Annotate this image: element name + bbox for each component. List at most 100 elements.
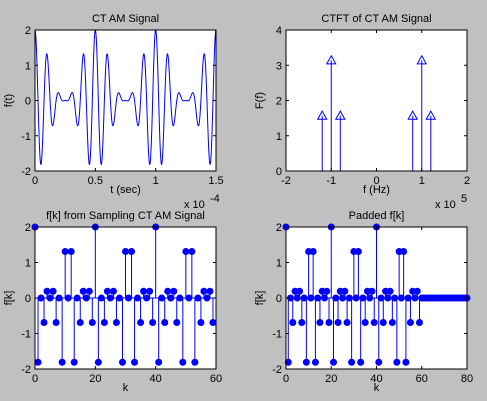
stem-marker <box>94 358 102 366</box>
stem-marker <box>361 319 369 327</box>
y-tick-label: 2 <box>25 222 31 234</box>
stem-marker <box>407 110 419 120</box>
x-axis-label: k <box>374 382 380 394</box>
stem-marker <box>182 248 190 256</box>
stem-marker <box>203 294 211 302</box>
y-tick-label: 2 <box>276 222 282 234</box>
plot-area <box>35 30 216 166</box>
y-tick-label: 1 <box>276 258 282 270</box>
stem-marker <box>73 294 81 302</box>
subplot-grid: 0 0.5 1 1.5 -2 -1 0 1 2 CT AM Signal t (sec) f(t) x … <box>3 13 473 394</box>
y-tick-label: -2 <box>21 166 31 178</box>
stem-marker <box>397 294 405 302</box>
stem-marker <box>298 319 306 327</box>
stem-marker <box>375 358 383 366</box>
subplot-padded: 0 20 40 60 80 -2 -1 0 1 2 Padded f[k] k f[k] <box>254 210 473 394</box>
stem-marker <box>314 294 322 302</box>
stem-marker <box>402 358 410 366</box>
y-tick-label: 0 <box>25 293 31 305</box>
y-tick-label: 2 <box>276 96 282 108</box>
stem-marker <box>404 294 412 302</box>
y-tick-label: 1 <box>25 60 31 72</box>
stem-marker <box>122 248 129 256</box>
x-axis-label: f (Hz) <box>363 184 390 196</box>
stem-marker <box>413 287 421 295</box>
x-tick-label: 0 <box>373 175 379 187</box>
stem-marker <box>209 319 217 327</box>
stem-marker <box>406 319 414 327</box>
subplot-ct-am: 0 0.5 1 1.5 -2 -1 0 1 2 CT AM Signal t (sec) f(t) x … <box>3 13 224 211</box>
stem-marker <box>206 287 214 295</box>
stem-marker <box>316 319 324 327</box>
stem-marker <box>155 358 163 366</box>
stem-marker <box>115 294 123 302</box>
stem-marker <box>386 287 394 295</box>
x-tick-label: 80 <box>461 373 473 385</box>
stem-marker <box>46 294 54 302</box>
stem-marker <box>359 294 367 302</box>
stem-marker <box>348 358 356 366</box>
stem-marker <box>88 319 96 327</box>
stem-marker <box>293 294 301 302</box>
stem-marker <box>176 294 184 302</box>
stem-marker <box>146 287 154 295</box>
stem-marker <box>185 294 193 302</box>
stem-marker <box>323 287 331 295</box>
stem-marker <box>112 319 120 327</box>
stem-marker <box>79 287 87 295</box>
chart-title: Padded f[k] <box>349 210 405 222</box>
stem-marker <box>334 319 342 327</box>
stem-marker <box>134 294 142 302</box>
stem-marker <box>55 294 63 302</box>
stem-marker <box>109 287 117 295</box>
stem-marker <box>125 294 133 302</box>
stem-marker <box>307 294 315 302</box>
stem-marker <box>67 248 75 256</box>
stem-marker <box>200 287 208 295</box>
subplot-ctft: -2 -1 0 1 2 0 1 2 3 4 CTFT of CT AM Signal f (Hz) F(… <box>254 13 470 211</box>
y-axis-label: f(t) <box>3 94 15 107</box>
y-axis-label: F(f) <box>254 92 266 109</box>
y-tick-label: -2 <box>21 364 31 376</box>
stem-marker <box>52 319 60 327</box>
stem-marker <box>354 248 362 256</box>
stem-marker <box>368 287 376 295</box>
x-tick-label: 0 <box>283 373 289 385</box>
x-tick-label: 40 <box>150 373 162 385</box>
stem-marker <box>284 358 292 366</box>
stem-marker <box>170 287 178 295</box>
stem-marker <box>391 294 399 302</box>
x-axis-label: t (sec) <box>110 184 141 196</box>
x-tick-label: 0 <box>32 373 38 385</box>
x-tick-label: 1 <box>153 175 159 187</box>
stem-marker <box>70 358 78 366</box>
stem-marker <box>377 294 385 302</box>
stem-marker <box>43 287 51 295</box>
stem-marker <box>137 319 145 327</box>
stem-marker <box>82 294 90 302</box>
y-tick-label: 3 <box>276 60 282 72</box>
subplot-sampled: 0 20 40 60 -2 -1 0 1 2 f[k] from Sampling CT AM S… <box>3 210 222 394</box>
stem-marker <box>100 319 108 327</box>
stem-marker <box>334 110 346 120</box>
stem-marker <box>173 319 181 327</box>
x-tick-label: 2 <box>464 175 470 187</box>
stem-marker <box>131 358 139 366</box>
y-tick-label: 0 <box>276 293 282 305</box>
y-tick-label: -1 <box>272 329 282 341</box>
x-exponent-power: -4 <box>210 193 220 205</box>
y-tick-label: 2 <box>25 25 31 37</box>
chart-title: CT AM Signal <box>92 13 159 25</box>
stem-marker <box>164 287 172 295</box>
axes-background <box>286 30 467 171</box>
x-tick-label: 60 <box>416 373 428 385</box>
stem-marker <box>366 294 374 302</box>
stem-marker <box>425 110 437 120</box>
y-tick-label: -2 <box>272 364 282 376</box>
y-tick-label: 4 <box>276 25 282 37</box>
x-tick-label: 60 <box>210 373 222 385</box>
stem-marker <box>415 319 423 327</box>
x-tick-label: -2 <box>281 175 291 187</box>
stem-marker <box>191 358 199 366</box>
